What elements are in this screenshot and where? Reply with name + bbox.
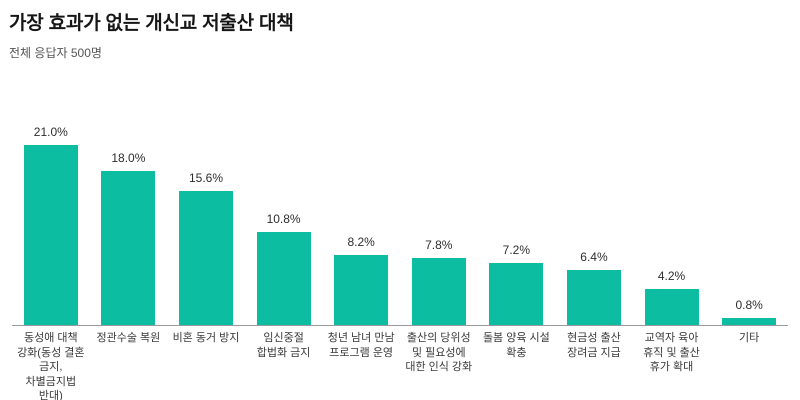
bar [334, 255, 389, 325]
bar-value-label: 7.8% [425, 238, 453, 252]
bar-column: 10.8% [245, 90, 323, 325]
bar-value-label: 6.4% [580, 250, 608, 264]
chart-subtitle: 전체 응답자 500명 [9, 46, 102, 60]
bar-category-label: 돌봄 양육 시설 확충 [482, 332, 550, 359]
bar-column: 0.8% [710, 90, 788, 325]
bar [23, 145, 78, 325]
bar-category-label: 기타 [739, 332, 760, 344]
bar-column: 7.8% [400, 90, 478, 325]
bar-column: 8.2% [322, 90, 400, 325]
bar-category-label: 청년 남녀 만남 프로그램 운영 [327, 332, 395, 359]
bar [722, 318, 777, 325]
bar [411, 258, 466, 325]
bar [489, 263, 544, 325]
x-axis-labels: 동성애 대책 강화(동성 결혼 금지, 차별금지법 반대) 정관수술 복원 비혼 동… [12, 331, 788, 400]
bar-value-label: 15.6% [188, 171, 223, 185]
bar-column: 21.0% [12, 90, 90, 325]
bar [178, 191, 233, 325]
bar [101, 171, 156, 325]
bar-value-label: 4.2% [657, 269, 686, 283]
bar-column: 18.0% [90, 90, 168, 325]
x-axis-line [12, 325, 788, 326]
bar-value-label: 21.0% [33, 125, 68, 139]
bar [256, 232, 311, 325]
bar-value-label: 18.0% [111, 151, 146, 165]
bar-category-label: 동성애 대책 강화(동성 결혼 금지, 차별금지법 반대) [17, 332, 85, 400]
bar-value-label: 10.8% [266, 212, 301, 226]
bar-column: 6.4% [555, 90, 633, 325]
bar [644, 289, 699, 325]
bar-column: 7.2% [478, 90, 556, 325]
bar [566, 270, 621, 325]
bar-value-label: 0.8% [735, 298, 763, 312]
chart-title: 가장 효과가 없는 개신교 저출산 대책 [9, 13, 294, 34]
bar-value-label: 8.2% [347, 235, 375, 249]
bar-chart-plot-area: 21.0% 18.0% 15.6% 10.8% 8.2% 7.8% 7.2% 6.4% 4.2%… [12, 90, 788, 325]
bar-value-label: 7.2% [502, 243, 531, 257]
bar-column: 15.6% [167, 90, 245, 325]
bar-category-label: 임신중절 합법화 금지 [256, 332, 311, 359]
bar-category-label: 비혼 동거 방지 [172, 332, 240, 344]
bar-category-label: 현금성 출산 장려금 지급 [567, 332, 621, 359]
bar-column: 4.2% [633, 90, 711, 325]
bar-category-label: 출산의 당위성 및 필요성에 대한 인식 강화 [405, 332, 473, 374]
bar-category-label: 정관수술 복원 [96, 332, 161, 344]
bar-category-label: 교역자 육아 휴직 및 출산 휴가 확대 [643, 332, 700, 374]
